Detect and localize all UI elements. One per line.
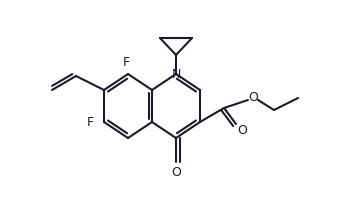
Text: F: F	[122, 55, 130, 69]
Text: O: O	[171, 165, 181, 179]
Text: F: F	[87, 116, 94, 129]
Text: N: N	[171, 68, 181, 81]
Text: O: O	[248, 90, 258, 103]
Text: O: O	[237, 124, 247, 137]
